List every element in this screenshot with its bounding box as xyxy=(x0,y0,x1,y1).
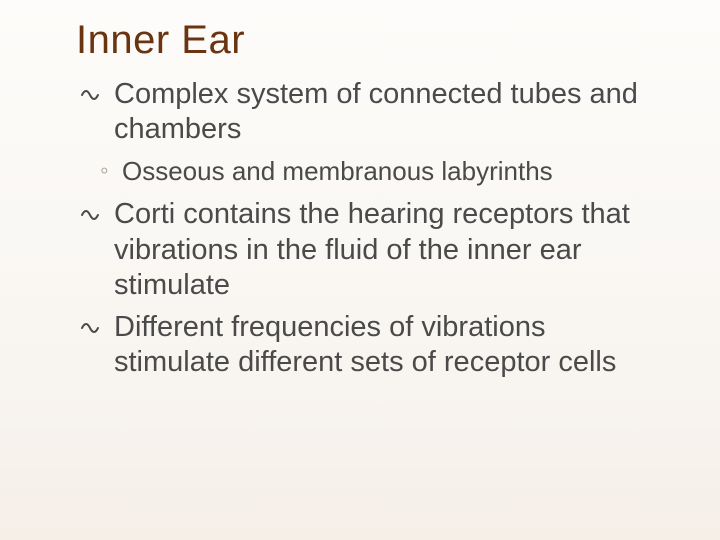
curly-bullet-icon xyxy=(80,83,100,112)
list-item: ◦ Osseous and membranous labyrinths xyxy=(100,156,658,188)
list-item: Complex system of connected tubes and ch… xyxy=(100,77,658,148)
bullet-list: Complex system of connected tubes and ch… xyxy=(78,77,658,380)
bullet-text: Different frequencies of vibrations stim… xyxy=(114,311,616,378)
list-item: Corti contains the hearing receptors tha… xyxy=(100,197,658,303)
slide-title: Inner Ear xyxy=(76,18,658,63)
curly-bullet-icon xyxy=(80,203,100,232)
bullet-text: Corti contains the hearing receptors tha… xyxy=(114,198,630,301)
bullet-text: Complex system of connected tubes and ch… xyxy=(114,78,638,145)
curly-bullet-icon xyxy=(80,316,100,345)
circle-bullet-icon: ◦ xyxy=(100,156,109,185)
bullet-text: Osseous and membranous labyrinths xyxy=(122,156,553,186)
list-item: Different frequencies of vibrations stim… xyxy=(100,310,658,381)
slide: Inner Ear Complex system of connected tu… xyxy=(0,0,720,540)
